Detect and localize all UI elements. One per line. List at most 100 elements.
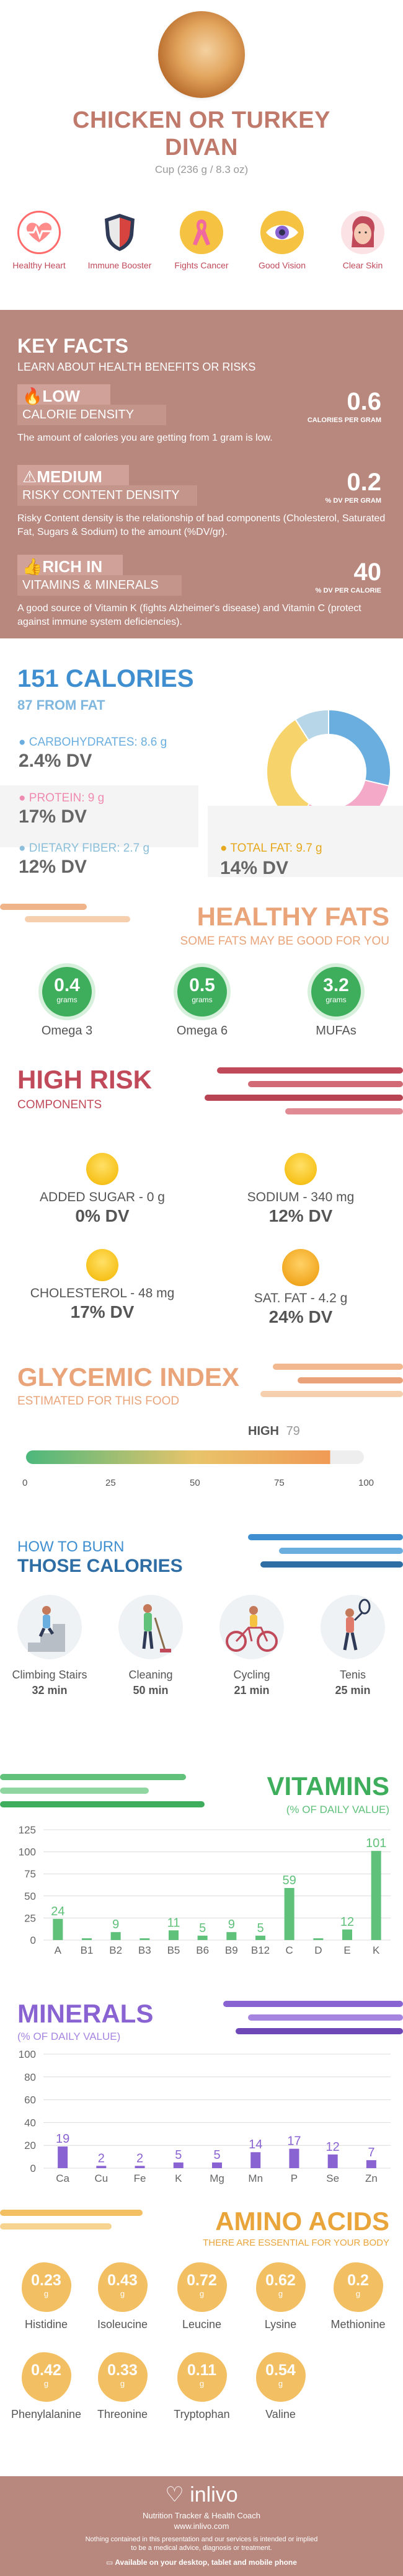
decor-stripe bbox=[0, 2223, 112, 2230]
gi-tick: 75 bbox=[274, 1478, 285, 1488]
bar-B1 bbox=[82, 1938, 92, 1940]
vitamins-chart: 0 25 50 75 100 125 24 A B1 9 B2 B3 11 B5 5 B6 9 B9 5 B12 59 C… bbox=[19, 1824, 391, 1956]
fact-unit: CALORIES PER GRAM bbox=[307, 417, 381, 424]
decor-stripe bbox=[248, 1534, 403, 1540]
amino-acid-value: 0.23 bbox=[31, 2272, 61, 2289]
fat-unit: grams bbox=[326, 995, 347, 1004]
bar-D bbox=[313, 1938, 324, 1940]
gi-tick: 0 bbox=[22, 1478, 28, 1488]
amino-acid-value: 0.54 bbox=[265, 2362, 296, 2379]
footer-disclaimer-2: to be a medical advice, diagnosis or tre… bbox=[131, 2544, 272, 2552]
bar-K bbox=[173, 2162, 184, 2168]
amino-acid-unit: g bbox=[120, 2379, 125, 2388]
decor-stripe bbox=[279, 1548, 403, 1554]
x-tick-label: B6 bbox=[196, 1944, 209, 1956]
fact-level: ⚠MEDIUM bbox=[22, 467, 102, 486]
fat-value: 0.5 bbox=[189, 975, 215, 995]
benefit-label: Fights Cancer bbox=[174, 260, 229, 270]
y-tick-label: 100 bbox=[19, 2049, 36, 2060]
decor-stripe bbox=[205, 1095, 403, 1101]
decor-stripe bbox=[273, 1364, 403, 1370]
face-icon bbox=[341, 211, 384, 254]
amino-acid-label: Leucine bbox=[182, 2318, 222, 2331]
warning-icon: ⚠ bbox=[22, 467, 37, 486]
dish-image bbox=[158, 11, 245, 98]
x-tick-label: Mg bbox=[210, 2172, 224, 2184]
y-tick-label: 75 bbox=[24, 1868, 36, 1880]
fact-unit: % DV PER GRAM bbox=[325, 497, 381, 505]
y-tick-label: 0 bbox=[30, 2163, 36, 2174]
risk-dv: 24% DV bbox=[268, 1307, 333, 1326]
gi-tick: 100 bbox=[358, 1478, 374, 1488]
mufas-circle: 3.2 grams bbox=[311, 967, 361, 1017]
fact-risky-content: ⚠MEDIUM RISKY CONTENT DENSITY 0.2 % DV P… bbox=[17, 465, 386, 539]
macro-fiber: ● DIETARY FIBER: 2.7 g 12% DV bbox=[0, 842, 198, 878]
bar-Ca bbox=[58, 2146, 68, 2168]
footer-url[interactable]: www.inlivo.com bbox=[174, 2521, 229, 2531]
fat-unit: grams bbox=[192, 995, 213, 1004]
macro-carbohydrates: ● CARBOHYDRATES: 8.6 g 2.4% DV bbox=[0, 736, 198, 772]
x-tick-label: A bbox=[55, 1944, 62, 1956]
decor-stripe bbox=[0, 1788, 149, 1794]
benefit-label: Clear Skin bbox=[342, 260, 383, 270]
footer-brand: ♡ inlivo bbox=[165, 2483, 238, 2507]
fact-calorie-density: 🔥LOW CALORIE DENSITY 0.6 CALORIES PER GR… bbox=[17, 384, 386, 445]
macro-dv: 2.4% DV bbox=[19, 751, 92, 771]
amino-acid-value: 0.72 bbox=[187, 2272, 217, 2289]
bar-value-label: 7 bbox=[368, 2146, 374, 2159]
macro-fat: ● TOTAL FAT: 9.7 g 14% DV bbox=[208, 806, 403, 878]
exercise-label: Tenis bbox=[339, 1669, 366, 1681]
high-risk-title: HIGH RISK bbox=[17, 1065, 153, 1094]
amino-acid-label: Tryptophan bbox=[174, 2408, 230, 2420]
risk-cholesterol: CHOLESTEROL - 48 mg 17% DV bbox=[12, 1249, 192, 1322]
fat-value: 0.4 bbox=[54, 975, 80, 995]
amino-acid-label: Phenylalanine bbox=[11, 2408, 82, 2420]
decor-stripe bbox=[223, 2001, 403, 2007]
fact-value: 0.6 bbox=[347, 388, 381, 415]
bar-B2 bbox=[110, 1932, 121, 1940]
amino-acid-badge: 0.43 g bbox=[97, 2262, 148, 2312]
risk-saturated-fat: SAT. FAT - 4.2 g 24% DV bbox=[211, 1249, 391, 1327]
smiley-icon bbox=[282, 1249, 319, 1286]
decor-stripe bbox=[0, 904, 87, 910]
fact-name: CALORIE DENSITY bbox=[22, 408, 135, 421]
bar-value-label: 5 bbox=[199, 1921, 206, 1935]
x-tick-label: Cu bbox=[94, 2172, 108, 2184]
decor-stripe bbox=[236, 2028, 403, 2034]
bar-value-label: 5 bbox=[213, 2148, 220, 2162]
y-tick-label: 25 bbox=[24, 1912, 36, 1924]
amino-acid-value: 0.62 bbox=[265, 2272, 296, 2289]
glycemic-title: GLYCEMIC INDEX bbox=[17, 1362, 239, 1392]
cleaning-icon bbox=[117, 1593, 185, 1661]
exercise-value: 25 min bbox=[335, 1684, 371, 1696]
gi-tick: 50 bbox=[190, 1478, 200, 1488]
macro-dv: 17% DV bbox=[19, 806, 87, 827]
fat-label: Omega 3 bbox=[41, 1024, 93, 1038]
vitamins-subtitle: (% OF DAILY VALUE) bbox=[286, 1804, 389, 1815]
amino-acid-item: 0.33 g Threonine bbox=[84, 2352, 161, 2421]
bar-value-label: 9 bbox=[228, 1918, 235, 1931]
x-tick-label: P bbox=[291, 2172, 298, 2184]
risk-label: ADDED SUGAR - 0 g bbox=[40, 1190, 165, 1204]
donut-slice-carbohydrates bbox=[328, 708, 391, 787]
risk-dv: 12% DV bbox=[268, 1206, 333, 1225]
exercise-cleaning: Cleaning 50 min bbox=[104, 1593, 197, 1697]
exercise-label: Cleaning bbox=[128, 1669, 173, 1681]
amino-acid-item: 0.42 g Phenylalanine bbox=[7, 2352, 85, 2421]
amino-acid-item: 0.62 g Lysine bbox=[242, 2262, 319, 2331]
fact-value: 0.2 bbox=[347, 469, 381, 496]
benefit-label: Healthy Heart bbox=[12, 260, 66, 270]
x-tick-label: B1 bbox=[81, 1944, 94, 1956]
bar-value-label: 17 bbox=[287, 2135, 301, 2148]
y-tick-label: 100 bbox=[19, 1846, 36, 1858]
benefits-row: Healthy Heart Immune Booster Fights Canc… bbox=[0, 211, 403, 304]
x-tick-label: C bbox=[286, 1944, 293, 1956]
healthy-fats-subtitle: SOME FATS MAY BE GOOD FOR YOU bbox=[180, 935, 389, 948]
bar-value-label: 12 bbox=[326, 2140, 340, 2154]
risk-dv: 17% DV bbox=[70, 1302, 135, 1321]
amino-acid-label: Methionine bbox=[330, 2318, 386, 2331]
glycemic-subtitle: ESTIMATED FOR THIS FOOD bbox=[17, 1395, 180, 1408]
page-title: CHICKEN OR TURKEY DIVAN bbox=[0, 107, 403, 161]
macro-label: ● TOTAL FAT: 9.7 g bbox=[220, 842, 322, 855]
x-tick-label: B9 bbox=[225, 1944, 238, 1956]
